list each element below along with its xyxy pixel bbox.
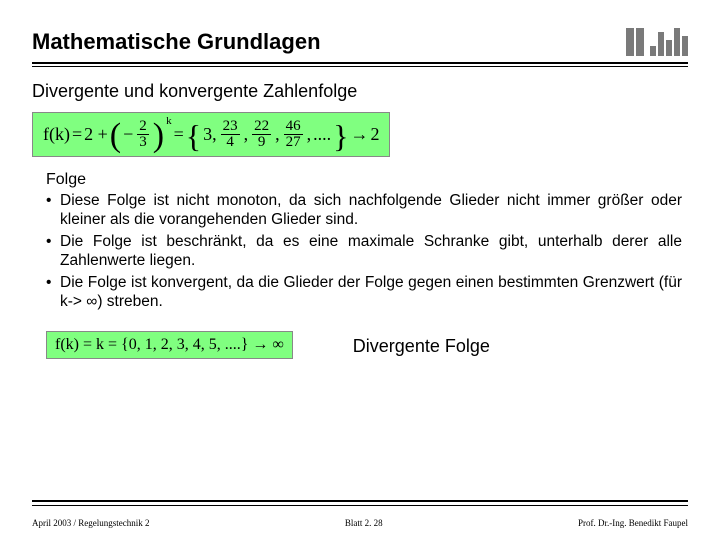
header-rule-thick (32, 62, 688, 64)
bullet-dot: • (46, 191, 60, 230)
math-const: 2 + (84, 124, 108, 145)
header-rule-thin (32, 66, 688, 67)
seq-0: 3, (203, 124, 217, 145)
subtitle: Divergente und konvergente Zahlenfolge (32, 81, 688, 102)
logo-bar (674, 28, 680, 56)
frac-base: 2 3 (137, 119, 149, 150)
bullet-item: •Die Folge ist konvergent, da die Gliede… (46, 273, 682, 312)
bullet-text: Diese Folge ist nicht monoton, da sich n… (60, 191, 682, 230)
logo-bar (636, 28, 644, 56)
comma1: , (244, 124, 249, 145)
body-heading: Folge (46, 171, 682, 189)
formula-divergent-math: f(k) = k = {0, 1, 2, 3, 4, 5, ....} → ∞ (55, 336, 284, 354)
formula-divergent-row: f(k) = k = {0, 1, 2, 3, 4, 5, ....} → ∞ … (32, 327, 688, 365)
header-row: Mathematische Grundlagen (32, 28, 688, 56)
footer-left: April 2003 / Regelungstechnik 2 (32, 518, 149, 528)
bullet-item: •Die Folge ist beschränkt, da es eine ma… (46, 232, 682, 271)
bullet-text: Die Folge ist konvergent, da die Glieder… (60, 273, 682, 312)
logo-bar (658, 32, 664, 56)
formula-divergent: f(k) = k = {0, 1, 2, 3, 4, 5, ....} → ∞ (46, 331, 293, 359)
logo-bar (666, 40, 672, 56)
math-lhs: f(k) (43, 124, 70, 145)
math-eq2: = (174, 124, 184, 145)
paren-close: ) (153, 126, 164, 146)
frac-den: 3 (137, 135, 149, 150)
logo-bar (682, 36, 688, 56)
bullet-item: •Diese Folge ist nicht monoton, da sich … (46, 191, 682, 230)
arrow: → (350, 124, 368, 145)
bullet-dot: • (46, 273, 60, 312)
formula-convergent-math: f(k) = 2 + ( − 2 3 ) k = { 3, 23 4 , 22 … (43, 119, 379, 150)
footer-right: Prof. Dr.-Ing. Benedikt Faupel (578, 518, 688, 528)
bullet-dot: • (46, 232, 60, 271)
page-title: Mathematische Grundlagen (32, 29, 321, 55)
seq-frac-1: 23 4 (221, 119, 240, 150)
formula-convergent: f(k) = 2 + ( − 2 3 ) k = { 3, 23 4 , 22 … (32, 112, 390, 157)
seq-frac-3: 46 27 (284, 119, 303, 150)
comma2: , (275, 124, 280, 145)
limit: 2 (370, 124, 379, 145)
math-neg: − (123, 124, 133, 145)
paren-open: ( (110, 126, 121, 146)
comma3: , (307, 124, 312, 145)
brace-close: } (333, 127, 348, 146)
logo (626, 28, 688, 56)
slide: Mathematische Grundlagen Divergente und … (0, 0, 720, 540)
brace-open: { (186, 127, 201, 146)
footer: April 2003 / Regelungstechnik 2 Blatt 2.… (32, 518, 688, 528)
seq-frac-2: 22 9 (252, 119, 271, 150)
dots: .... (313, 124, 331, 145)
logo-bar (626, 28, 634, 56)
footer-center: Blatt 2. 28 (345, 518, 383, 528)
footer-rule-thick (32, 500, 688, 502)
logo-bar (650, 46, 656, 56)
divergent-label: Divergente Folge (353, 336, 490, 357)
exponent: k (166, 115, 172, 127)
math-eq: = (72, 124, 82, 145)
frac-num: 2 (137, 119, 149, 135)
footer-rule-thin (32, 505, 688, 506)
bullet-text: Die Folge ist beschränkt, da es eine max… (60, 232, 682, 271)
body-content: Folge •Diese Folge ist nicht monoton, da… (32, 171, 688, 311)
